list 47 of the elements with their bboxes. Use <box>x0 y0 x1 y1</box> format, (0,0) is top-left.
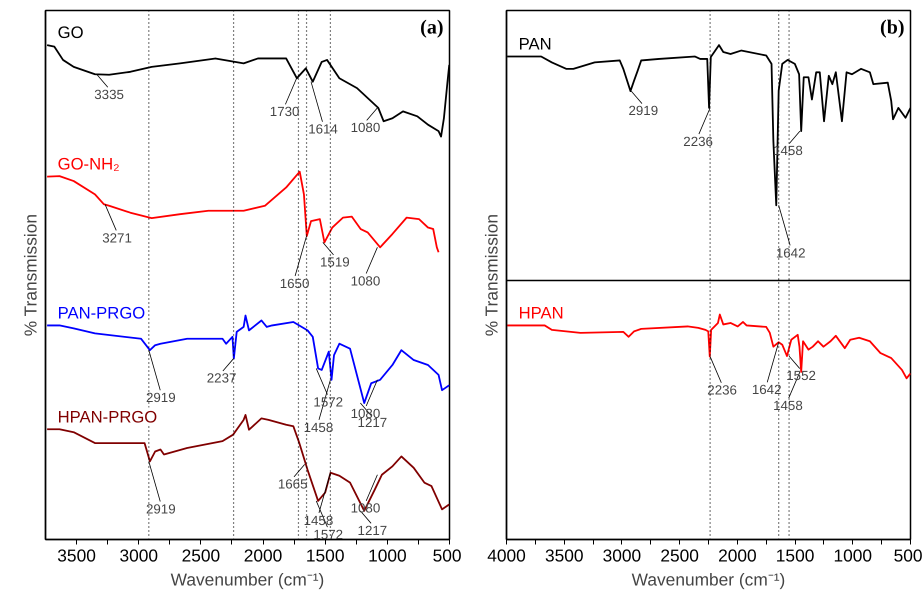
x-tick-label: 500 <box>894 546 922 566</box>
annotation: 2236 <box>707 382 737 398</box>
x-tick-label: 4000 <box>487 546 526 566</box>
x-tick-label: 2500 <box>660 546 699 566</box>
annotation: 1458 <box>773 398 803 413</box>
x-tick-label: 2000 <box>244 546 282 566</box>
x-tick-label: 3500 <box>544 546 584 566</box>
x-tick-label: 1500 <box>776 546 814 566</box>
x-tick-label: 2000 <box>718 546 757 566</box>
x-tick-label: 1500 <box>306 546 344 566</box>
x-tick-label: 1000 <box>368 546 407 566</box>
chart-title: (b) <box>880 16 905 38</box>
series-label: GO-NH₂ <box>58 154 120 174</box>
x-tick-label: 2500 <box>182 546 220 566</box>
x-tick-label: 500 <box>432 546 462 566</box>
annotation: 2237 <box>206 370 236 386</box>
series-label: HPAN-PRGO <box>58 407 158 426</box>
chart-title: (a) <box>420 16 444 38</box>
x-axis-title: Wavenumber (cm⁻¹) <box>632 570 786 590</box>
annotation: 1217 <box>358 522 388 538</box>
annotation: 2919 <box>628 103 658 118</box>
annotation: 3271 <box>102 230 132 246</box>
annotation: 1665 <box>278 476 308 492</box>
series-label: PAN <box>518 34 552 54</box>
annotation: 1650 <box>280 276 310 291</box>
annotation: 1458 <box>304 420 334 435</box>
annotation: 1642 <box>776 245 806 260</box>
x-tick-label: 3000 <box>119 546 158 566</box>
y-axis-title: % Transmission <box>482 214 502 336</box>
annotation: 2236 <box>683 134 713 149</box>
annotation: 1080 <box>350 120 380 135</box>
series-label: PAN-PRGO <box>58 303 146 322</box>
series-label: HPAN <box>518 303 564 322</box>
x-tick-label: 3500 <box>57 546 96 566</box>
annotation: 1080 <box>350 273 380 288</box>
x-tick-label: 1000 <box>834 546 872 566</box>
annotation: 3335 <box>94 86 124 102</box>
annotation: 1519 <box>320 254 350 270</box>
annotation: 1614 <box>308 122 338 137</box>
annotation: 1642 <box>752 382 782 398</box>
annotation: 1730 <box>270 104 300 120</box>
x-axis-title: Wavenumber (cm⁻¹) <box>170 570 324 590</box>
x-tick-label: 3000 <box>602 546 642 566</box>
series-label: GO <box>58 23 84 42</box>
annotation: 2919 <box>146 390 176 406</box>
annotation: 2919 <box>146 501 176 516</box>
y-axis-title: % Transmission <box>20 214 40 336</box>
